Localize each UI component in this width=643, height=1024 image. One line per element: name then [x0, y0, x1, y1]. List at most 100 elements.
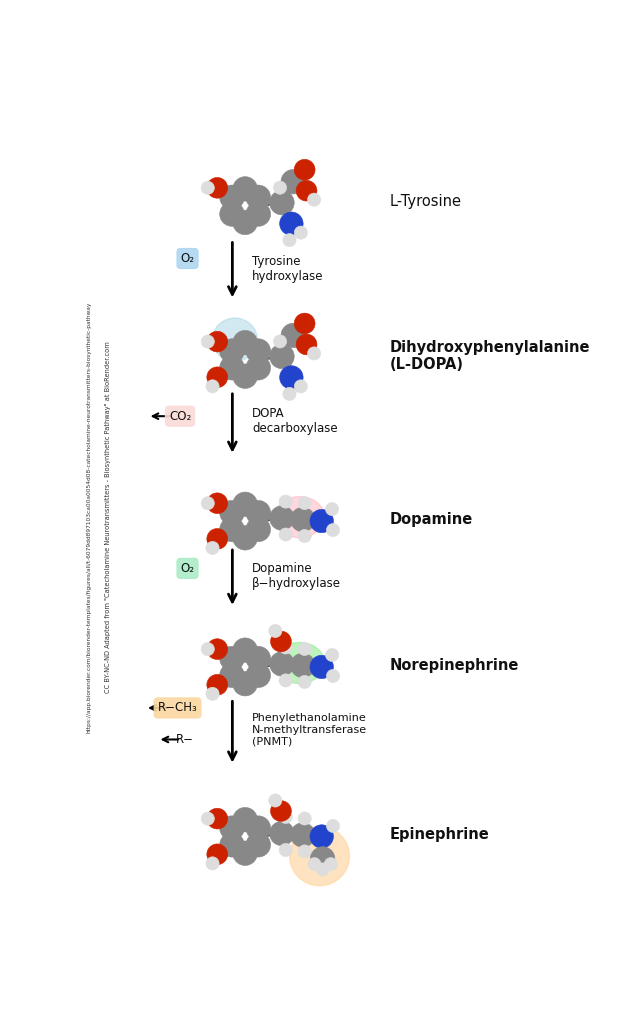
- Ellipse shape: [296, 334, 317, 354]
- Ellipse shape: [220, 664, 244, 687]
- Ellipse shape: [269, 344, 294, 369]
- Ellipse shape: [316, 863, 329, 876]
- Text: DOPA
decarboxylase: DOPA decarboxylase: [252, 407, 338, 435]
- Ellipse shape: [212, 318, 257, 361]
- Ellipse shape: [310, 509, 334, 532]
- Ellipse shape: [201, 642, 214, 655]
- Ellipse shape: [298, 812, 311, 825]
- Ellipse shape: [324, 857, 338, 870]
- Ellipse shape: [283, 387, 296, 400]
- Ellipse shape: [206, 380, 219, 393]
- Ellipse shape: [233, 364, 257, 388]
- Ellipse shape: [308, 857, 321, 870]
- Ellipse shape: [283, 233, 296, 247]
- Ellipse shape: [233, 638, 257, 663]
- Text: CO₂: CO₂: [169, 410, 191, 423]
- Ellipse shape: [311, 847, 335, 871]
- Text: R−: R−: [176, 733, 194, 745]
- Ellipse shape: [206, 687, 219, 700]
- Text: Phenylethanolamine
N-methyltransferase
(PNMT): Phenylethanolamine N-methyltransferase (…: [252, 714, 367, 746]
- Ellipse shape: [294, 313, 315, 334]
- Text: R−CH₃: R−CH₃: [158, 701, 197, 715]
- Ellipse shape: [207, 528, 228, 549]
- Ellipse shape: [246, 355, 271, 380]
- Ellipse shape: [325, 503, 339, 516]
- Ellipse shape: [246, 517, 271, 542]
- Ellipse shape: [207, 331, 228, 352]
- Text: Tyrosine
hydroxylase: Tyrosine hydroxylase: [252, 255, 324, 283]
- Ellipse shape: [294, 226, 307, 240]
- Ellipse shape: [233, 808, 257, 831]
- Ellipse shape: [201, 812, 214, 825]
- Text: L-Tyrosine: L-Tyrosine: [390, 195, 461, 209]
- Ellipse shape: [310, 824, 334, 848]
- Ellipse shape: [327, 670, 340, 683]
- Ellipse shape: [291, 653, 315, 678]
- Ellipse shape: [220, 202, 244, 226]
- Ellipse shape: [327, 523, 340, 537]
- Ellipse shape: [207, 639, 228, 659]
- Ellipse shape: [269, 506, 294, 530]
- Ellipse shape: [220, 339, 244, 364]
- Ellipse shape: [327, 819, 340, 833]
- Text: Dopamine: Dopamine: [390, 512, 473, 527]
- Ellipse shape: [271, 631, 291, 652]
- Ellipse shape: [220, 185, 244, 210]
- Ellipse shape: [291, 822, 315, 847]
- Ellipse shape: [298, 642, 311, 655]
- Ellipse shape: [246, 664, 271, 687]
- Ellipse shape: [290, 826, 350, 886]
- Ellipse shape: [269, 821, 294, 846]
- Ellipse shape: [206, 542, 219, 555]
- Ellipse shape: [269, 651, 294, 676]
- Ellipse shape: [233, 177, 257, 201]
- Text: Dopamine
β−hydroxylase: Dopamine β−hydroxylase: [252, 562, 341, 590]
- Ellipse shape: [246, 501, 271, 525]
- Ellipse shape: [279, 528, 293, 541]
- Ellipse shape: [246, 646, 271, 671]
- Ellipse shape: [233, 525, 257, 550]
- Ellipse shape: [281, 324, 305, 348]
- Ellipse shape: [233, 210, 257, 234]
- Ellipse shape: [273, 335, 287, 348]
- Text: O₂: O₂: [181, 562, 195, 574]
- Text: Norepinephrine: Norepinephrine: [390, 657, 519, 673]
- Ellipse shape: [201, 497, 214, 510]
- Ellipse shape: [207, 367, 228, 388]
- Ellipse shape: [294, 380, 307, 393]
- Ellipse shape: [281, 169, 305, 194]
- Ellipse shape: [279, 810, 293, 823]
- Ellipse shape: [307, 347, 321, 360]
- Ellipse shape: [246, 339, 271, 364]
- Ellipse shape: [269, 625, 282, 638]
- Ellipse shape: [280, 212, 303, 236]
- Ellipse shape: [201, 335, 214, 348]
- Ellipse shape: [275, 497, 325, 538]
- Ellipse shape: [279, 495, 293, 508]
- Ellipse shape: [233, 331, 257, 355]
- Ellipse shape: [246, 816, 271, 841]
- Ellipse shape: [271, 801, 291, 821]
- Ellipse shape: [298, 529, 311, 543]
- Ellipse shape: [291, 507, 315, 531]
- Ellipse shape: [275, 642, 325, 683]
- Ellipse shape: [206, 857, 219, 870]
- Text: O₂: O₂: [181, 252, 195, 265]
- Ellipse shape: [280, 366, 303, 389]
- Ellipse shape: [310, 655, 334, 679]
- Ellipse shape: [207, 844, 228, 864]
- Ellipse shape: [220, 646, 244, 671]
- Ellipse shape: [233, 493, 257, 516]
- Text: Dihydroxyphenylalanine
(L-DOPA): Dihydroxyphenylalanine (L-DOPA): [390, 340, 590, 373]
- Ellipse shape: [246, 202, 271, 226]
- Ellipse shape: [220, 517, 244, 542]
- Text: CC BY-NC-ND Adapted from "Catecholamine Neurotransmitters - Biosynthetic Pathway: CC BY-NC-ND Adapted from "Catecholamine …: [105, 341, 111, 693]
- Ellipse shape: [325, 648, 339, 662]
- Ellipse shape: [298, 497, 311, 510]
- Ellipse shape: [307, 194, 321, 206]
- Ellipse shape: [273, 181, 287, 195]
- Ellipse shape: [220, 816, 244, 841]
- Text: Epinephrine: Epinephrine: [390, 827, 489, 843]
- Ellipse shape: [298, 845, 311, 858]
- Ellipse shape: [298, 675, 311, 688]
